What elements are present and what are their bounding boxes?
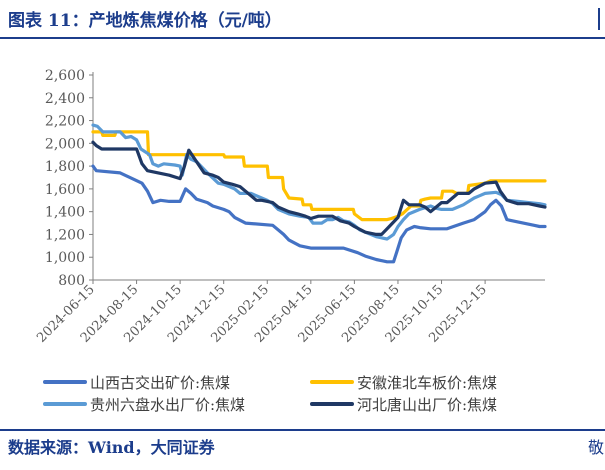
chart-series <box>91 123 547 264</box>
y-tick-label: 1,600 <box>45 182 85 198</box>
y-tick-label: 2,200 <box>45 114 85 130</box>
figure-title: 图表 11：产地炼焦煤价格（元/吨） <box>8 11 282 31</box>
source-rule <box>0 429 605 431</box>
y-tick-label: 1,200 <box>45 227 85 243</box>
legend-label-guizhou: 贵州六盘水出厂价:焦煤 <box>90 396 245 414</box>
y-tick-label: 2,400 <box>45 91 85 107</box>
y-tick-label: 2,000 <box>45 136 85 152</box>
y-tick-label: 1,000 <box>45 250 85 266</box>
chart-axes: 800 1,000 1,200 1,400 1,600 1,800 2,000 2,200 2,… <box>34 68 545 346</box>
legend-label-hebei: 河北唐山出厂价:焦煤 <box>357 396 497 414</box>
title-rule <box>0 37 605 39</box>
y-tick-label: 1,400 <box>45 205 85 221</box>
title-bar: 图表 11：产地炼焦煤价格（元/吨） <box>0 0 605 40</box>
series-line-anhui <box>91 130 547 222</box>
series-line-shanxi <box>91 164 547 264</box>
series-line-guizhou <box>91 123 547 241</box>
y-tick-label: 800 <box>58 273 85 289</box>
price-chart: 800 1,000 1,200 1,400 1,600 1,800 2,000 2,200 2,… <box>34 68 547 414</box>
legend-label-anhui: 安徽淮北车板价:焦煤 <box>357 374 497 392</box>
legend-label-shanxi: 山西古交出矿价:焦煤 <box>90 374 230 392</box>
series-line-hebei <box>91 140 547 236</box>
y-tick-label: 1,800 <box>45 159 85 175</box>
edge-mark <box>598 8 605 30</box>
edge-char: 敬 <box>588 438 605 457</box>
y-tick-label: 2,600 <box>45 68 85 84</box>
source-note: 数据来源：Wind，大同证券 <box>8 438 215 457</box>
